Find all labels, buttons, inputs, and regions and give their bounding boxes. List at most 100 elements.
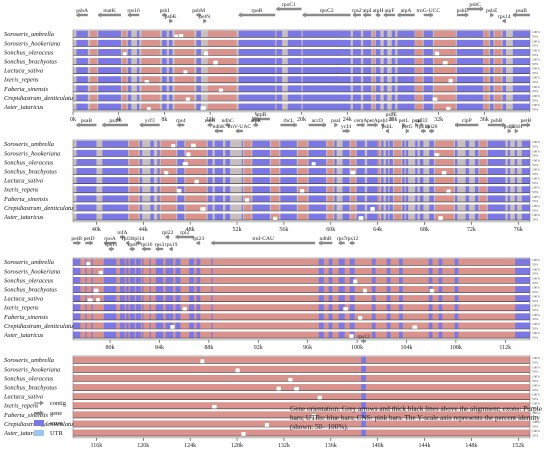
exon-region — [207, 177, 213, 184]
exon-region — [515, 295, 530, 302]
exon-region — [423, 58, 433, 65]
x-tick-label: 32k — [434, 117, 443, 123]
scale-100-label: 100% — [532, 267, 540, 271]
legend-item-gene: gene — [34, 410, 62, 417]
divergent-region — [349, 334, 354, 338]
exon-region — [189, 258, 195, 266]
exon-region — [521, 186, 530, 193]
cns-region — [73, 286, 530, 293]
exon-region — [149, 313, 151, 320]
exon-region — [196, 39, 201, 47]
track-Ixeris_repens: Ixeris_repens 100%50% — [3, 76, 540, 84]
gene-label: trnV-UAC — [228, 124, 252, 130]
exon-region — [487, 159, 506, 166]
gene-label: psbK — [165, 14, 177, 20]
legend-item-UTR: UTR — [34, 430, 64, 437]
scale-50-label: 50% — [532, 272, 538, 276]
track-Soroseris_umbrella: Soroseris_umbrella 100%50% — [4, 140, 540, 148]
gene-arrowhead — [352, 12, 356, 18]
exon-region — [119, 313, 125, 320]
exon-region — [225, 168, 231, 175]
exon-region — [515, 313, 530, 320]
species-label: Lactuca_sativa — [3, 68, 43, 75]
cns-region — [73, 393, 530, 400]
exon-region — [280, 140, 297, 148]
gene-label: atpE — [251, 118, 262, 124]
x-tick-label: 36k — [480, 117, 489, 123]
exon-region — [399, 322, 403, 329]
exon-region — [375, 49, 381, 56]
exon-region — [465, 177, 470, 184]
x-tick-label: 120k — [137, 443, 149, 449]
divergent-region — [362, 288, 367, 293]
divergent-region — [442, 60, 448, 65]
cns-region — [174, 49, 195, 56]
exon-region — [405, 195, 409, 202]
species-label: Aster_tataricus — [3, 332, 44, 339]
cns-region — [90, 76, 97, 83]
track-Ixeris_repens: Ixeris_repens 100%50% — [3, 186, 540, 194]
cns-region — [479, 159, 487, 166]
gene-arrowhead — [349, 240, 353, 246]
gene-label: rps2 — [352, 8, 362, 14]
gene-arrowhead — [252, 116, 256, 122]
gene-arrowhead — [76, 122, 80, 128]
cns-region — [435, 149, 454, 157]
exon-region — [465, 168, 470, 175]
species-label: Soroseris_umbrella — [4, 141, 54, 148]
exon-region — [252, 186, 270, 193]
exon-region — [318, 295, 324, 302]
exon-region — [342, 186, 350, 193]
legend-arrowhead — [40, 400, 44, 406]
exon-region — [98, 67, 121, 74]
x-tick-label: 148k — [465, 443, 477, 449]
exon-region — [214, 140, 223, 148]
exon-region — [119, 267, 125, 275]
exon-region — [465, 213, 470, 220]
exon-region — [429, 159, 434, 166]
scale-50-label: 50% — [532, 326, 538, 330]
exon-region — [127, 58, 132, 65]
track-Lactuca_sativa: Lactuca_sativa 100%50% — [3, 177, 540, 185]
cns-region — [122, 58, 127, 65]
exon-region — [371, 304, 376, 311]
divergent-region — [186, 152, 191, 157]
exon-region — [207, 140, 213, 148]
exon-region — [103, 277, 117, 284]
species-label: Faberia_sinensis — [3, 196, 49, 203]
species-label: Ixeris_repens — [3, 187, 39, 194]
cns-region — [435, 204, 454, 211]
exon-region — [169, 304, 174, 311]
divergent-region — [429, 288, 435, 293]
exon-region — [415, 140, 418, 148]
divergent-region — [200, 359, 205, 364]
cns-region — [129, 168, 139, 175]
gene-label: rpl36 — [122, 236, 134, 242]
exon-region — [135, 267, 141, 275]
exon-region — [318, 313, 324, 320]
legend-item-exon: exon — [34, 420, 63, 427]
x-tick-label: 48k — [186, 227, 195, 233]
exon-region — [308, 204, 327, 211]
exon-region — [98, 76, 121, 83]
exon-region — [98, 49, 121, 56]
x-tick-label: 4k — [116, 117, 122, 123]
scale-100-label: 100% — [532, 393, 540, 397]
exon-region — [136, 58, 140, 65]
exon-region — [521, 177, 530, 184]
panel-frame — [72, 257, 531, 341]
exon-region — [165, 304, 170, 311]
gene-label: clpP — [462, 118, 472, 124]
cns-region — [435, 213, 454, 220]
exon-region — [211, 295, 213, 302]
exon-region — [474, 168, 479, 175]
exon-region — [162, 30, 167, 38]
exon-region — [91, 313, 93, 320]
exon-region — [428, 331, 433, 338]
cns-region — [327, 204, 334, 211]
exon-region — [391, 30, 396, 38]
exon-region — [334, 168, 337, 175]
exon-region — [135, 322, 141, 329]
exon-region — [129, 304, 135, 311]
species-label: Ixeris_repens — [3, 403, 39, 410]
